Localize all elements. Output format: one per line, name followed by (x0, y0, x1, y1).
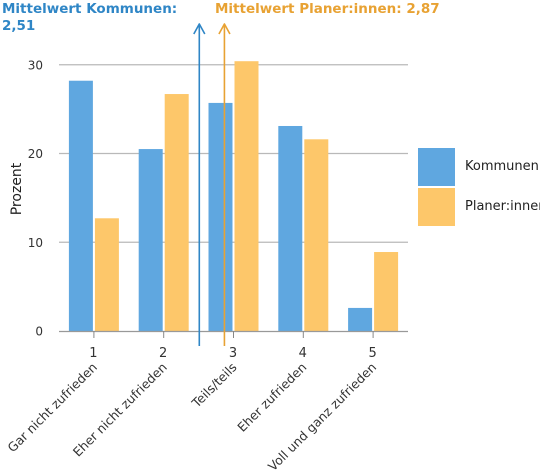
mean-planer-annotation: Mittelwert Planer:innen: 2,87 (215, 1, 440, 18)
bar-planer-5 (374, 252, 399, 331)
bar-planer-2 (164, 94, 189, 331)
bar-planer-4 (304, 139, 329, 331)
mean-planer-marker-arrowhead (218, 23, 231, 35)
mean-kommunen-marker-arrowhead (193, 23, 206, 35)
bar-kommunen-1 (68, 80, 93, 331)
bar-kommunen-4 (278, 125, 303, 331)
x-tick-label-1: 1 (89, 346, 97, 361)
bar-planer-3 (234, 61, 259, 331)
mean-planer-label: Mittelwert Planer:innen: 2,87 (215, 1, 440, 17)
legend-label-planer: Planer:innen (465, 199, 540, 214)
bar-kommunen-2 (138, 149, 163, 331)
bar-kommunen-3 (208, 102, 233, 331)
x-tick-label-3: 3 (229, 346, 237, 361)
x-tick-label-5: 5 (368, 346, 376, 361)
y-axis-title: Prozent (9, 162, 25, 215)
mean-kommunen-label: Mittelwert Kommunen: (2, 1, 178, 17)
bar-planer-1 (94, 218, 119, 331)
legend-label-kommunen: Kommunen (465, 159, 539, 174)
x-category-description-4: Eher zufrieden (234, 360, 309, 435)
bar-kommunen-5 (348, 307, 373, 331)
legend-swatch-planer (418, 188, 455, 226)
y-tick-label-20: 20 (28, 147, 43, 161)
mean-kommunen-annotation: Mittelwert Kommunen: 2,51 (2, 1, 177, 35)
legend-swatch-kommunen (418, 148, 455, 186)
x-tick-label-4: 4 (299, 346, 307, 361)
mean-kommunen-value: 2,51 (2, 18, 36, 34)
x-tick-label-2: 2 (159, 346, 167, 361)
y-tick-label-0: 0 (35, 325, 43, 339)
y-tick-label-30: 30 (28, 58, 43, 72)
x-category-description-3: Teils/teils (188, 360, 240, 412)
y-tick-label-10: 10 (28, 236, 43, 250)
